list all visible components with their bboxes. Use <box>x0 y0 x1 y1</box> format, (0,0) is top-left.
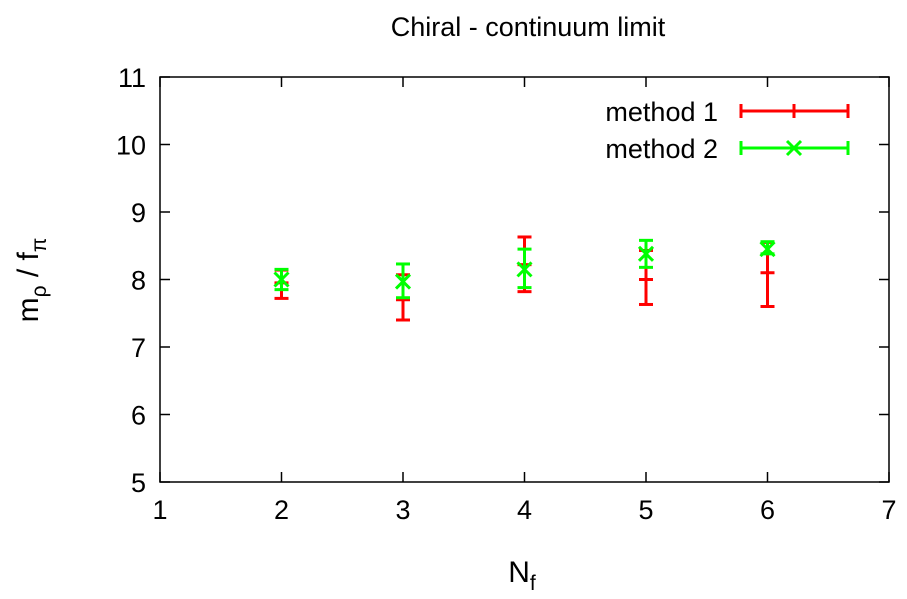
point-marker <box>637 245 655 262</box>
x-axis-label-sub: f <box>530 572 536 595</box>
y-axis-label: mρ / fπ <box>12 238 51 323</box>
y-tick-label: 9 <box>131 198 146 228</box>
y-tick-label: 6 <box>131 401 146 431</box>
x-tick-label: 1 <box>152 495 167 525</box>
point-marker <box>759 241 776 258</box>
data-point <box>394 262 412 300</box>
y-tick-label: 5 <box>131 468 146 498</box>
legend-marker <box>787 104 801 118</box>
ticks-layer: 1 2 3 4 5 6 7 5 6 7 8 9 10 11 <box>116 63 897 525</box>
y-tick-label: 11 <box>118 63 146 93</box>
x-axis-label: Nf <box>508 556 536 595</box>
data-point <box>759 240 776 258</box>
cross-b <box>273 271 290 288</box>
cross-b <box>637 245 655 262</box>
series-2 <box>273 238 776 300</box>
series-layer <box>273 235 776 322</box>
cross-b <box>785 139 803 157</box>
y-tick-label: 10 <box>116 131 146 161</box>
y-axis-label-b: f <box>12 251 45 260</box>
x-axis-label-main: N <box>508 556 530 589</box>
data-point <box>273 267 290 292</box>
point-marker <box>639 272 653 287</box>
cross-b <box>516 261 533 278</box>
y-axis-label-a: m <box>12 297 45 322</box>
x-tick-label: 7 <box>881 495 896 525</box>
point-marker <box>394 273 412 290</box>
legend: method 1 method 2 <box>605 97 850 164</box>
cross-b <box>394 273 412 290</box>
legend-entry-2: method 2 <box>605 134 850 164</box>
x-tick-label: 3 <box>395 495 410 525</box>
point-marker <box>760 265 775 280</box>
y-tick-label: 8 <box>131 266 146 296</box>
x-tick-label: 6 <box>760 495 775 525</box>
y-tick-label: 7 <box>131 333 146 363</box>
point-marker <box>516 261 533 278</box>
chart-title: Chiral - continuum limit <box>391 12 666 42</box>
data-point <box>637 238 655 269</box>
x-tick-label: 2 <box>274 495 289 525</box>
data-point <box>516 247 533 290</box>
y-axis-label-a-sub: ρ <box>28 285 51 297</box>
legend-label: method 1 <box>605 97 718 127</box>
y-axis-label-b-sub: π <box>28 238 51 253</box>
legend-label: method 2 <box>605 134 718 164</box>
x-tick-label: 5 <box>638 495 653 525</box>
legend-entry-1: method 1 <box>605 97 850 127</box>
legend-marker <box>785 139 803 157</box>
x-tick-label: 4 <box>517 495 532 525</box>
point-marker <box>273 271 290 288</box>
y-axis-label-sep: / <box>12 260 45 285</box>
cross-b <box>759 241 776 258</box>
